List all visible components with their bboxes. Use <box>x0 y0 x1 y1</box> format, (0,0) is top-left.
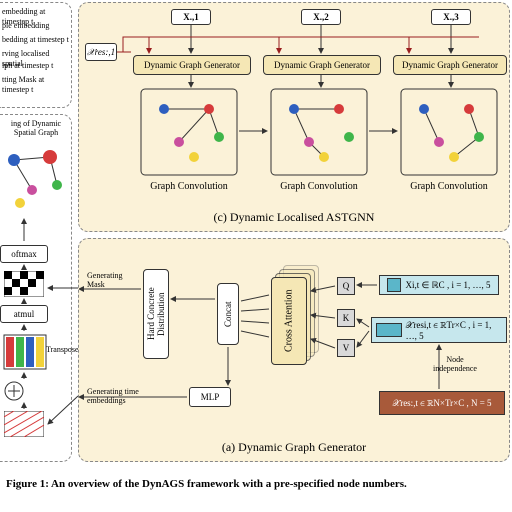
q-data-box: Xi,t ∈ ℝC , i = 1, …, 5 <box>379 275 499 295</box>
gen-mask-label: Generating Mask <box>87 271 135 289</box>
input-x2: X.,2 <box>301 9 341 25</box>
panel-b-crop: ing of Dynamic Spatial Graph oftmax atmu… <box>0 114 72 462</box>
panel-b-graph <box>2 145 70 215</box>
legend-line-2: bedding at timestep t <box>2 35 69 45</box>
cross-attn-box: Cross Attention <box>271 277 307 365</box>
transpose-label: Transpose <box>46 345 79 354</box>
panel-a-title: (a) Dynamic Graph Generator <box>79 440 509 455</box>
cross-attn-stack: Cross Attention <box>271 265 323 365</box>
dgg-2: Dynamic Graph Generator <box>263 55 381 75</box>
side-input: 𝒳res:,1 <box>85 43 117 61</box>
bars-icon <box>2 333 48 373</box>
legend-line-4: iph at timestep t <box>2 61 53 71</box>
hard-concrete-box: Hard Concrete Distribution <box>143 269 169 359</box>
concat-box: Concat <box>217 283 239 345</box>
conv-label-1: Graph Convolution <box>139 181 239 192</box>
left-legend: embedding at timestep t ple embedding be… <box>0 2 72 108</box>
panel-c: X.,1 X.,2 X.,3 𝒳res:,1 Dynamic Graph Gen… <box>78 2 510 232</box>
dgg-3: Dynamic Graph Generator <box>393 55 507 75</box>
gen-time-label: Generating time embeddings <box>87 387 157 405</box>
q-box: Q <box>337 277 355 295</box>
input-x3: X.,3 <box>431 9 471 25</box>
conv-label-3: Graph Convolution <box>399 181 499 192</box>
kv-data-box: 𝒳resi,t ∈ ℝTr×C , i = 1, …, 5 <box>371 317 507 343</box>
panel-b-title: ing of Dynamic Spatial Graph <box>2 119 70 137</box>
figure-caption: Figure 1: An overview of the DynAGS fram… <box>6 478 506 490</box>
legend-line-1: ple embedding <box>2 21 49 31</box>
v-box: V <box>337 339 355 357</box>
graph-viz-2 <box>269 87 369 177</box>
node-indep-label: Node independence <box>425 355 485 373</box>
graph-viz-3 <box>399 87 499 177</box>
panel-c-title: (c) Dynamic Localised ASTGNN <box>79 210 509 225</box>
hatch-icon <box>4 411 44 437</box>
input-x1: X.,1 <box>171 9 211 25</box>
graph-viz-1 <box>139 87 239 177</box>
panel-a: Hard Concrete Distribution Concat MLP Cr… <box>78 238 510 462</box>
softmax-box: oftmax <box>0 245 48 263</box>
plus-icon <box>4 381 24 401</box>
conv-label-2: Graph Convolution <box>269 181 369 192</box>
n-data-box: 𝒳res:,t ∈ ℝN×Tr×C , N = 5 <box>379 391 505 415</box>
dgg-1: Dynamic Graph Generator <box>133 55 251 75</box>
matmul-box: atmul <box>0 305 48 323</box>
checker-icon <box>4 271 44 297</box>
mlp-box: MLP <box>189 387 231 407</box>
legend-line-5: tting Mask at timestep t <box>2 75 71 94</box>
k-box: K <box>337 309 355 327</box>
